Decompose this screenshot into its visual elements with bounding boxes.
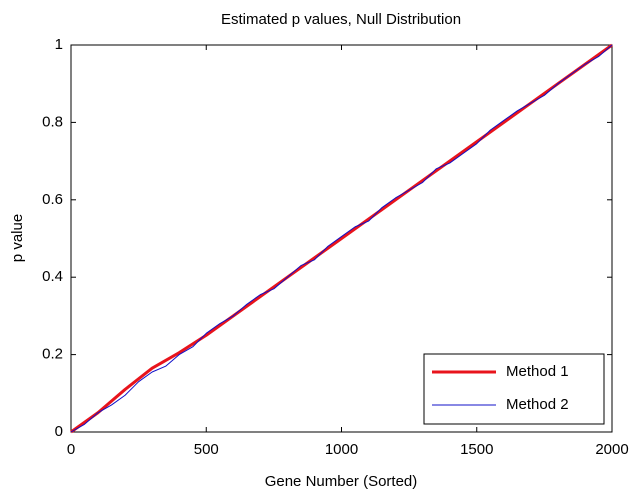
- y-tick-label: 0.2: [42, 346, 63, 363]
- legend-label: Method 2: [506, 396, 569, 413]
- series-line: [70, 43, 613, 434]
- y-axis-label: p value: [9, 214, 26, 262]
- chart-title: Estimated p values, Null Distribution: [221, 11, 461, 28]
- series-line: [70, 44, 613, 433]
- legend-label: Method 1: [506, 363, 569, 380]
- x-tick-label: 1000: [325, 441, 358, 458]
- y-tick-label: 0.6: [42, 191, 63, 208]
- legend-box: [423, 353, 605, 425]
- x-tick-label: 1500: [460, 441, 493, 458]
- x-tick-label: 0: [67, 441, 75, 458]
- y-tick-label: 0: [55, 423, 63, 440]
- x-tick-label: 500: [194, 441, 219, 458]
- x-axis-label: Gene Number (Sorted): [265, 473, 418, 490]
- y-tick-label: 0.8: [42, 113, 63, 130]
- y-tick-label: 0.4: [42, 268, 63, 285]
- y-tick-label: 1: [55, 36, 63, 53]
- x-tick-label: 2000: [595, 441, 628, 458]
